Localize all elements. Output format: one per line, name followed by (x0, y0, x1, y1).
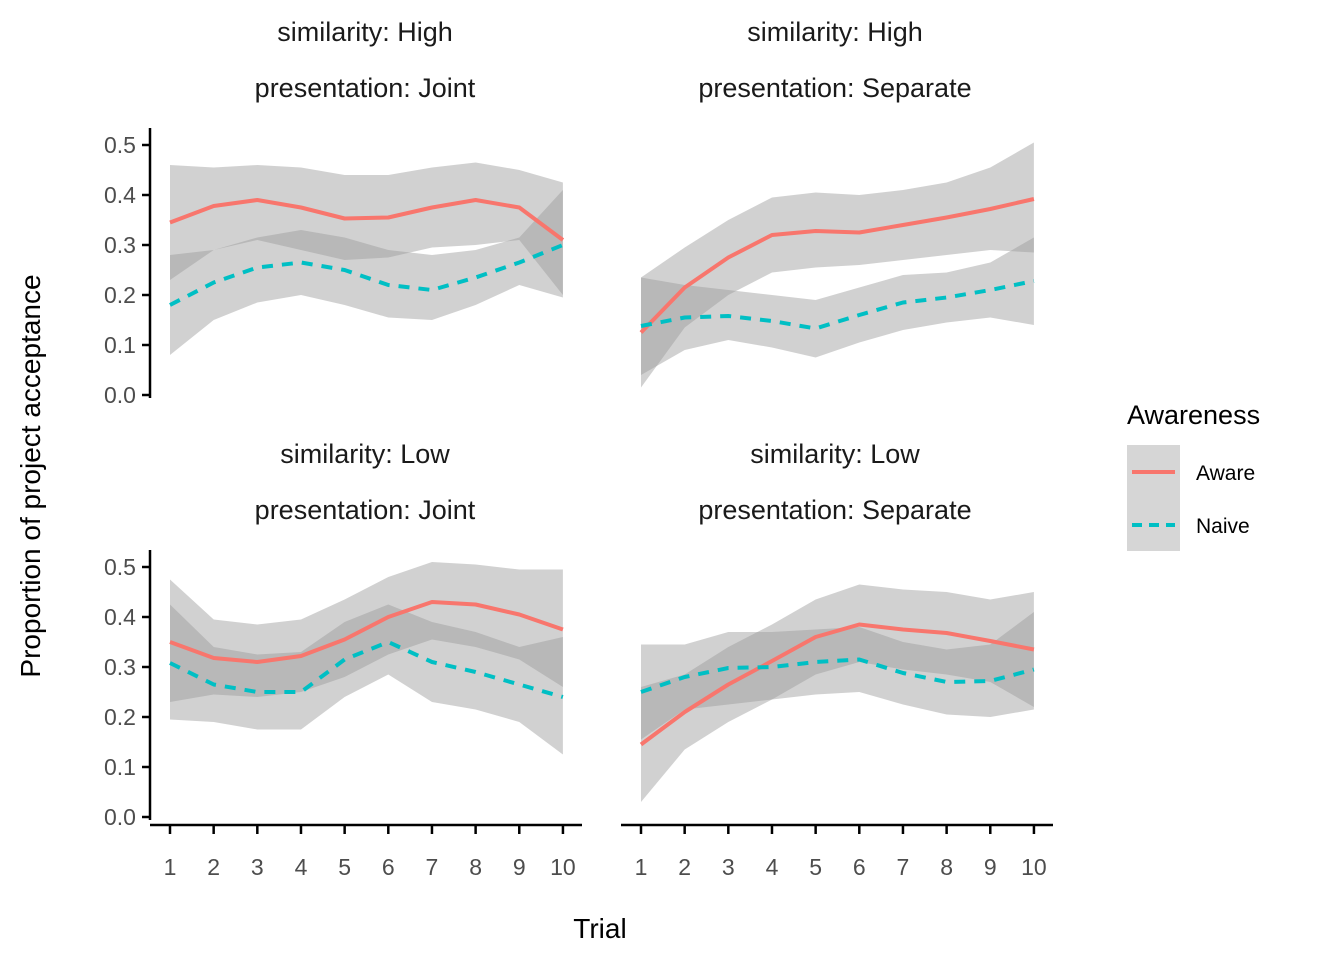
confidence-ribbon-naive (641, 237, 1034, 375)
strip-label-similarity: similarity: High (277, 17, 453, 47)
x-tick-label: 6 (382, 854, 395, 880)
y-tick-label: 0.0 (104, 382, 136, 408)
x-tick-label: 5 (809, 854, 822, 880)
strip-label-presentation: presentation: Joint (255, 73, 476, 103)
legend-label-naive: Naive (1196, 515, 1250, 538)
y-tick-label: 0.5 (104, 554, 136, 580)
series-line-naive (169, 243, 564, 307)
legend-label-aware: Aware (1196, 462, 1255, 485)
x-tick-label: 6 (853, 854, 866, 880)
y-tick-label: 0.4 (104, 182, 136, 208)
series-line-aware (169, 600, 564, 664)
confidence-ribbon-aware (170, 162, 563, 295)
y-tick-label: 0.3 (104, 654, 136, 680)
x-tick-label: 4 (295, 854, 308, 880)
panel-1: similarity: High presentation: Joint 0.0 0.… (104, 17, 565, 408)
y-axis-title: Proportion of project acceptance (15, 274, 46, 677)
chart-panels: similarity: High presentation: Joint 0.0 0.… (104, 17, 1053, 880)
strip-label-similarity: similarity: Low (750, 439, 920, 469)
x-tick-label: 1 (635, 854, 648, 880)
y-tick-label: 0.0 (104, 804, 136, 830)
y-tick-label: 0.2 (104, 704, 136, 730)
x-tick-label: 8 (469, 854, 482, 880)
x-tick-label: 7 (426, 854, 439, 880)
x-tick-label: 3 (251, 854, 264, 880)
x-tick-label: 2 (678, 854, 691, 880)
confidence-ribbon-aware (641, 142, 1034, 388)
confidence-ribbon-naive (170, 604, 563, 755)
strip-label-presentation: presentation: Separate (698, 73, 971, 103)
legend-items: Aware Naive (1132, 462, 1255, 538)
y-tick-label: 0.2 (104, 282, 136, 308)
strip-label-similarity: similarity: High (747, 17, 923, 47)
y-tick-label: 0.4 (104, 604, 136, 630)
series-line-naive (640, 279, 1035, 331)
x-tick-label: 9 (513, 854, 526, 880)
series-line-aware (169, 198, 565, 242)
strip-label-presentation: presentation: Joint (255, 495, 476, 525)
y-tick-label: 0.1 (104, 332, 136, 358)
confidence-ribbon-naive (641, 612, 1034, 740)
x-tick-label: 9 (984, 854, 997, 880)
strip-label-similarity: similarity: Low (280, 439, 450, 469)
y-tick-label: 0.3 (104, 232, 136, 258)
legend-key-background (1127, 445, 1180, 551)
legend-title: Awareness (1127, 400, 1260, 430)
y-tick-label: 0.1 (104, 754, 136, 780)
series-line-aware (639, 197, 1035, 334)
series-line-naive (640, 657, 1035, 694)
x-axis-title: Trial (573, 913, 626, 944)
legend: Awareness Aware Naive (1127, 400, 1260, 551)
x-tick-label: 7 (897, 854, 910, 880)
confidence-ribbon-aware (170, 562, 563, 702)
y-tick-label: 0.5 (104, 132, 136, 158)
x-tick-label: 3 (722, 854, 735, 880)
x-tick-label: 10 (550, 854, 576, 880)
panel-3: similarity: Low presentation: Joint 0.0 0.1… (104, 439, 582, 880)
x-tick-label: 4 (766, 854, 779, 880)
series-line-naive (169, 640, 564, 699)
x-tick-label: 5 (338, 854, 351, 880)
x-tick-label: 1 (164, 854, 177, 880)
x-tick-label: 10 (1021, 854, 1047, 880)
panel-4: similarity: Low presentation: Separate 1 2 3… (621, 439, 1053, 880)
x-tick-label: 8 (940, 854, 953, 880)
confidence-ribbon-aware (641, 584, 1034, 802)
strip-label-presentation: presentation: Separate (698, 495, 971, 525)
x-tick-label: 2 (207, 854, 220, 880)
panel-2: similarity: High presentation: Separate (639, 17, 1035, 388)
confidence-ribbon-naive (170, 190, 563, 355)
series-line-aware (639, 622, 1035, 747)
